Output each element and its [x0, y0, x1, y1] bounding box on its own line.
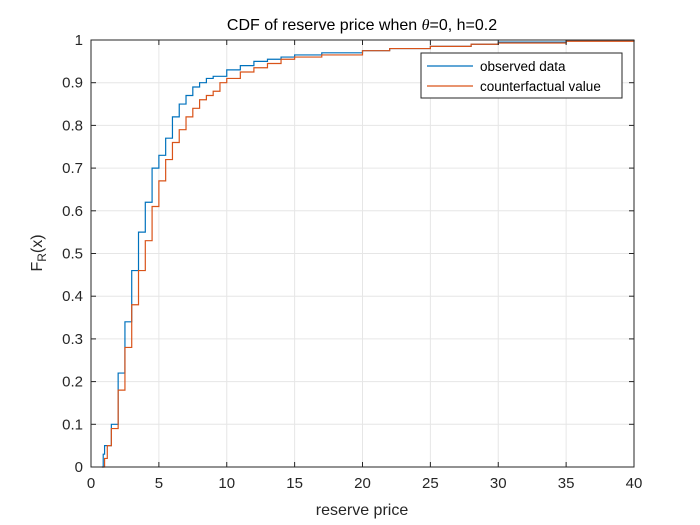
y-tick-label: 0.9 — [62, 75, 83, 92]
y-label-main: F — [29, 262, 46, 272]
x-tick-label: 30 — [490, 475, 507, 492]
title-suffix: =0, h=0.2 — [429, 17, 497, 34]
x-axis-label: reserve price — [316, 502, 409, 519]
tick-labels: 0 5 10 15 20 25 30 35 40 0 0.1 0.2 0.3 0.4 0.5 0.6 0.7 0.… — [62, 32, 642, 492]
title-prefix: CDF of reserve price when — [227, 17, 422, 34]
x-tick-label: 10 — [218, 475, 235, 492]
legend-label-observed: observed data — [480, 59, 566, 74]
y-tick-label: 0.4 — [62, 288, 83, 305]
y-tick-label: 0.1 — [62, 416, 83, 433]
y-label-sub: R — [35, 253, 49, 262]
y-label-tail: (x) — [29, 234, 46, 253]
y-tick-label: 0 — [75, 459, 83, 476]
y-tick-label: 0.8 — [62, 117, 83, 134]
x-tick-label: 25 — [422, 475, 439, 492]
y-tick-label: 0.3 — [62, 331, 83, 348]
legend: observed data counterfactual value — [420, 52, 623, 99]
y-tick-label: 1 — [75, 32, 83, 49]
ticks — [90, 39, 635, 468]
x-tick-label: 20 — [354, 475, 371, 492]
x-tick-label: 5 — [155, 475, 163, 492]
x-tick-label: 0 — [87, 475, 95, 492]
legend-box — [420, 52, 623, 99]
x-tick-label: 40 — [626, 475, 643, 492]
y-tick-label: 0.6 — [62, 203, 83, 220]
y-tick-label: 0.2 — [62, 374, 83, 391]
y-tick-label: 0.5 — [62, 246, 83, 263]
series-line-counterfactual-value — [101, 40, 635, 468]
chart-title: CDF of reserve price when θ=0, h=0.2 — [227, 17, 497, 34]
series-layer — [101, 40, 635, 468]
legend-label-counterfactual: counterfactual value — [480, 79, 601, 94]
y-axis-label: FR(x) — [29, 234, 49, 271]
title-theta: θ — [422, 17, 430, 34]
x-tick-label: 15 — [286, 475, 303, 492]
y-tick-label: 0.7 — [62, 160, 83, 177]
x-tick-label: 35 — [558, 475, 575, 492]
grid — [90, 39, 635, 468]
